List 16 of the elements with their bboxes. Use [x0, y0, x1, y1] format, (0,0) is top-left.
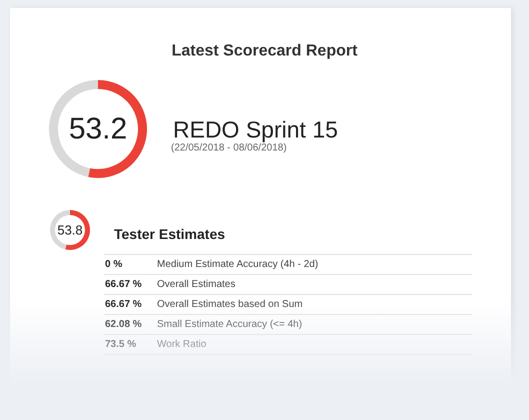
- text: Tester Estimates: [114, 226, 226, 242]
- text: 73.5 %: [105, 339, 136, 350]
- category-label: Overall Estimates: [157, 279, 236, 290]
- text: 66.67 %: [105, 299, 142, 310]
- category-label: Overall Estimates based on Sum: [157, 299, 303, 310]
- category-label: Small Estimate Accuracy (<= 4h): [157, 319, 302, 330]
- text: (22/05/2018 - 08/06/2018): [171, 142, 287, 154]
- data-label: 53.8: [57, 222, 83, 238]
- text: REDO Sprint 15: [173, 116, 338, 142]
- text: Latest Scorecard Report: [172, 42, 358, 60]
- text: 62.08 %: [105, 319, 142, 330]
- text: 66.67 %: [105, 279, 142, 290]
- data-label: 53.2: [68, 112, 128, 146]
- category-label: Medium Estimate Accuracy (4h - 2d): [157, 259, 318, 270]
- category-label: Work Ratio: [157, 339, 206, 350]
- text: 0 %: [105, 259, 122, 270]
